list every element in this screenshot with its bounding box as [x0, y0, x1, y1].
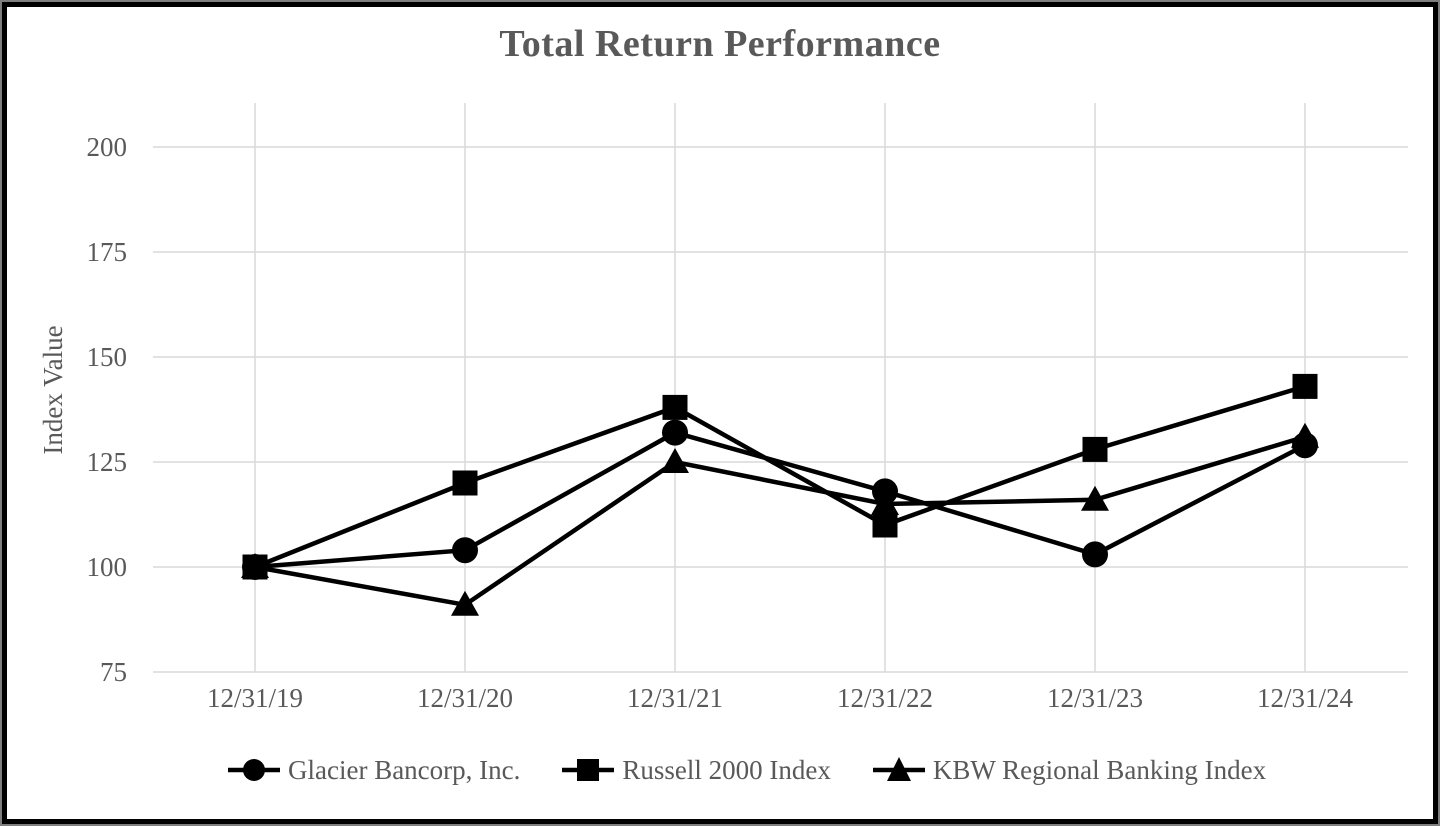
data-point-circle: [872, 478, 898, 505]
triangle-marker-icon: [872, 757, 925, 781]
legend-item-kbw-regional-banking: KBW Regional Banking Index: [872, 752, 1267, 788]
x-axis-tick-label: 12/31/24: [1257, 683, 1354, 713]
legend-item-glacier-bancorp: Glacier Bancorp, Inc.: [228, 752, 520, 788]
legend-label: KBW Regional Banking Index: [932, 754, 1267, 785]
circle-marker-icon: [228, 759, 280, 781]
x-axis-tick-label: 12/31/19: [207, 683, 303, 713]
y-axis-tick-label: 175: [87, 237, 128, 267]
x-axis-tick-label: 12/31/22: [837, 683, 933, 713]
data-point-circle: [1292, 432, 1318, 459]
data-point-square: [452, 470, 478, 496]
data-point-triangle: [661, 448, 689, 473]
data-point-circle: [662, 419, 688, 446]
data-point-square: [1292, 373, 1318, 399]
chart-legend: Glacier Bancorp, Inc. Russell 2000 Index…: [228, 752, 1266, 788]
square-marker-icon: [562, 759, 615, 781]
y-axis-tick-label: 200: [87, 132, 128, 162]
y-axis-tick-label: 75: [100, 657, 127, 687]
series-line-square: [254, 384, 1306, 570]
chart-title: Total Return Performance: [499, 23, 941, 65]
x-axis-tick-label: 12/31/20: [417, 683, 513, 713]
y-axis-tick-label: 125: [87, 447, 128, 477]
y-axis-title: Index Value: [38, 325, 68, 454]
data-point-square: [1082, 436, 1108, 462]
x-axis-tick-label: 12/31/23: [1047, 683, 1143, 713]
y-axis-tick-label: 100: [87, 552, 128, 582]
data-point-square: [662, 394, 688, 420]
x-axis-tick-label: 12/31/21: [627, 683, 723, 713]
y-axis-tick-label: 150: [87, 342, 128, 372]
legend-label: Russell 2000 Index: [622, 754, 831, 785]
data-point-circle: [1082, 541, 1108, 568]
data-point-triangle: [1081, 485, 1109, 511]
data-point-square: [242, 554, 268, 580]
data-point-triangle: [451, 590, 479, 616]
series-line-triangle: [254, 434, 1306, 608]
series-line-circle: [254, 430, 1307, 570]
data-point-square: [872, 512, 898, 538]
legend-item-russell-2000: Russell 2000 Index: [562, 752, 831, 788]
legend-label: Glacier Bancorp, Inc.: [288, 754, 521, 785]
data-point-circle: [452, 537, 478, 564]
